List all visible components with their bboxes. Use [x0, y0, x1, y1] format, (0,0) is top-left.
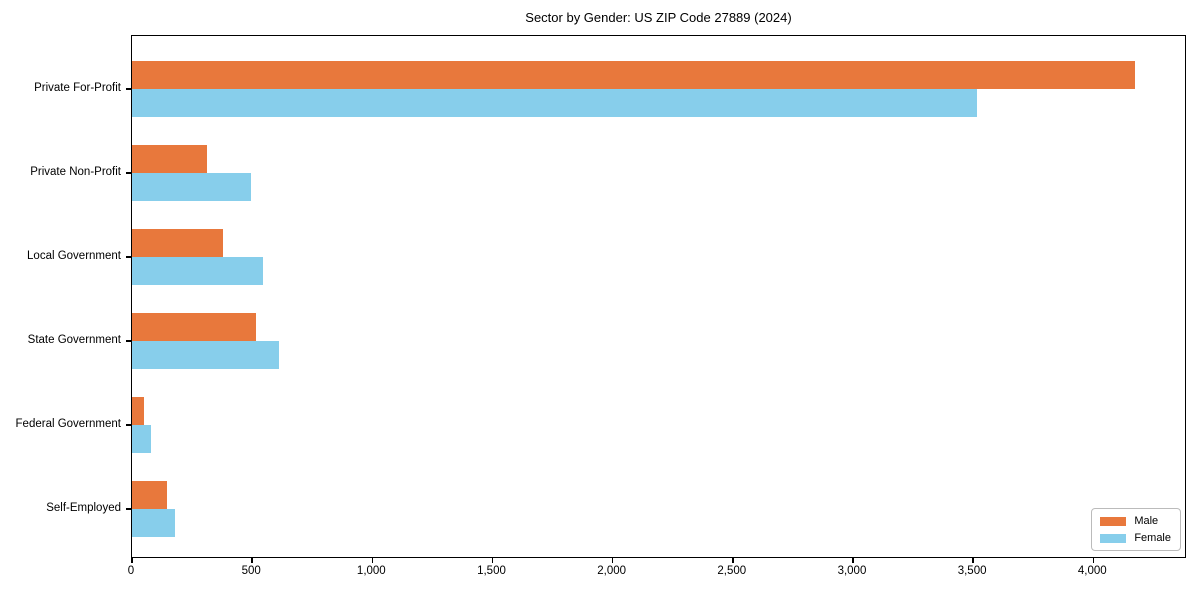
y-tick-mark [126, 424, 131, 426]
x-axis-tick-label: 2,000 [597, 565, 627, 577]
bar-male-self-employed [132, 481, 167, 509]
x-tick-mark [131, 558, 133, 563]
bar-female-private-for-profit [132, 89, 977, 117]
x-tick-mark [1092, 558, 1095, 563]
bar-male-private-for-profit [132, 61, 1136, 89]
y-tick-mark [126, 340, 131, 342]
x-tick-mark [972, 558, 974, 563]
x-axis-tick-label: 500 [241, 565, 261, 577]
y-tick-mark [126, 256, 131, 258]
legend-item-female: Female [1100, 532, 1171, 544]
bar-male-federal-government [132, 397, 144, 425]
y-axis-label-state-government: State Government [27, 334, 121, 346]
plot-area: Male Female [126, 35, 1186, 563]
x-axis-tick-label: 0 [127, 565, 135, 577]
x-tick-mark [611, 558, 614, 563]
bar-female-private-non-profit [132, 173, 251, 201]
bar-female-federal-government [132, 425, 152, 453]
x-axis-tick-label: 4,000 [1077, 565, 1107, 577]
y-axis-label-private-for-profit: Private For-Profit [34, 82, 121, 94]
y-axis-label-self-employed: Self-Employed [46, 502, 121, 514]
legend-label-female: Female [1134, 532, 1171, 544]
bar-female-local-government [132, 257, 263, 285]
x-tick-mark [852, 558, 854, 563]
legend-item-male: Male [1100, 515, 1171, 527]
legend-swatch-male [1100, 516, 1127, 526]
x-axis-tick-label: 3,000 [837, 565, 867, 577]
bar-female-self-employed [132, 509, 176, 537]
x-axis-tick-label: 1,500 [477, 565, 506, 577]
bar-male-private-non-profit [132, 145, 207, 173]
legend: Male Female [1091, 508, 1181, 551]
bar-male-state-government [132, 313, 256, 341]
x-tick-mark [371, 558, 374, 563]
y-tick-mark [126, 172, 131, 174]
x-tick-mark [251, 558, 253, 563]
y-axis-label-private-non-profit: Private Non-Profit [30, 166, 121, 178]
y-axis-label-federal-government: Federal Government [15, 418, 121, 430]
x-axis-tick-label: 1,000 [356, 565, 386, 577]
x-tick-mark [732, 558, 734, 563]
chart-title: Sector by Gender: US ZIP Code 27889 (202… [525, 10, 792, 25]
legend-swatch-female [1100, 533, 1127, 543]
y-axis-label-local-government: Local Government [27, 250, 121, 262]
y-tick-mark [126, 508, 131, 510]
legend-label-male: Male [1134, 515, 1159, 527]
x-axis-tick-label: 3,500 [957, 565, 987, 577]
x-axis-tick-label: 2,500 [717, 565, 747, 577]
x-tick-mark [491, 558, 494, 563]
bar-male-local-government [132, 229, 224, 257]
y-tick-mark [126, 88, 131, 90]
bar-female-state-government [132, 341, 279, 369]
